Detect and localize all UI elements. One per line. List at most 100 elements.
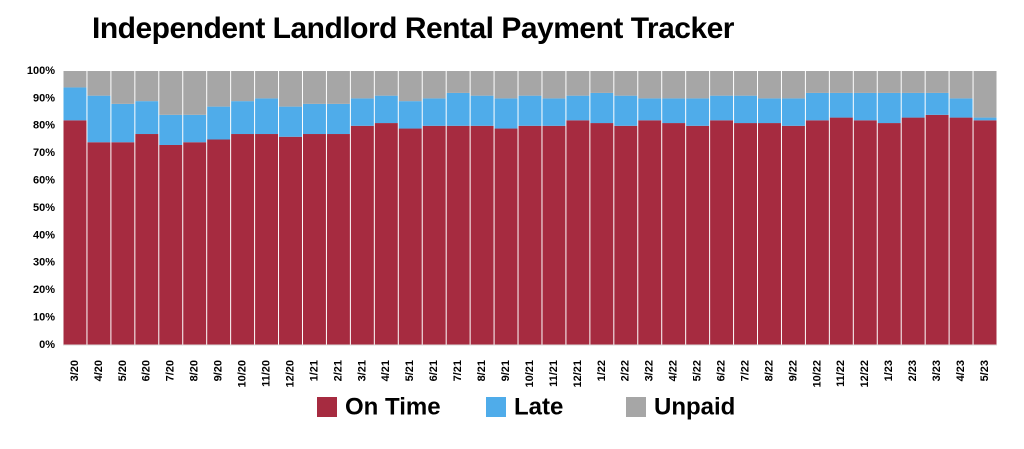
bar-segment [638, 71, 662, 99]
bar-segment [638, 98, 662, 121]
bar-segment [710, 120, 734, 345]
bar-segment [135, 71, 159, 102]
bar-segment [542, 125, 566, 345]
bar-segment [877, 123, 901, 345]
bar-segment [279, 71, 302, 107]
bar-segment [494, 128, 518, 345]
x-tick-label: 9/21 [500, 360, 512, 381]
bar-segment [350, 98, 374, 126]
x-tick-label: 2/21 [332, 360, 344, 381]
bar-segment [374, 71, 398, 96]
bar-segment [231, 71, 255, 102]
bar-segment [614, 95, 638, 126]
bar-segment [470, 71, 494, 96]
x-tick-label: 10/21 [524, 360, 536, 388]
bar-segment [518, 95, 542, 126]
bar-segment [949, 71, 973, 99]
bar-segment [805, 120, 829, 345]
bar-segment [350, 125, 374, 345]
bar-segment [422, 98, 446, 126]
x-tick-label: 4/23 [955, 360, 967, 381]
bar-segment [207, 71, 231, 107]
x-tick-label: 5/20 [117, 360, 129, 381]
bar-segment [374, 95, 398, 124]
bar-segment [734, 123, 758, 345]
bar-segment [542, 98, 566, 126]
bar-segment [207, 139, 231, 345]
x-tick-label: 1/22 [596, 360, 608, 381]
bar-segment [207, 106, 231, 140]
x-tick-label: 7/22 [739, 360, 751, 381]
bar-segment [422, 125, 446, 345]
bar-segment [494, 98, 518, 129]
x-tick-label: 3/22 [644, 360, 656, 381]
bar-segment [398, 71, 422, 102]
x-tick-label: 5/21 [404, 360, 416, 381]
bar-segment [614, 71, 638, 96]
bar-segment [901, 92, 925, 118]
bar-segment [111, 103, 135, 143]
bar-segment [279, 106, 302, 137]
bar-segment [470, 125, 494, 345]
bar-segment [925, 114, 949, 345]
bar-segment [63, 87, 87, 121]
x-tick-label: 9/22 [787, 360, 799, 381]
bar-segment [231, 134, 255, 345]
x-tick-label: 9/20 [213, 360, 225, 381]
y-tick-label: 60% [33, 175, 55, 187]
bar-segment [973, 117, 997, 121]
bar-segment [590, 92, 614, 124]
x-tick-label: 7/21 [452, 360, 464, 381]
bar-segment [925, 71, 949, 93]
x-tick-label: 11/20 [260, 360, 272, 387]
bar-segment [494, 71, 518, 99]
bar-segment [255, 98, 279, 135]
legend-swatch [626, 397, 646, 417]
bar-segment [159, 114, 183, 145]
bar-segment [949, 117, 973, 345]
bar-segment [829, 117, 853, 345]
bar-segment [853, 92, 877, 121]
x-tick-label: 4/22 [668, 360, 680, 381]
y-tick-label: 0% [39, 339, 55, 351]
bar-segment [566, 71, 590, 96]
bar-segment [949, 98, 973, 118]
bar-segment [183, 114, 207, 143]
bar-segment [350, 71, 374, 99]
bar-segment [135, 101, 159, 135]
bar-segment [925, 92, 949, 115]
bar-segment [614, 125, 638, 345]
legend-label: Unpaid [654, 393, 735, 420]
bar-segment [87, 142, 111, 345]
bar-segment [686, 71, 710, 99]
bar-segment [973, 120, 997, 345]
x-tick-label: 6/22 [715, 360, 727, 381]
bar-segment [159, 144, 183, 345]
bar-segment [255, 71, 279, 99]
y-tick-label: 10% [33, 312, 55, 324]
bar-segment [302, 134, 326, 345]
legend-swatch [317, 397, 337, 417]
x-tick-label: 7/20 [165, 360, 177, 381]
bar-segment [63, 120, 87, 345]
bar-segment [638, 120, 662, 345]
x-tick-label: 8/21 [476, 360, 488, 381]
bar-segment [422, 71, 446, 99]
bar-segment [781, 98, 805, 126]
x-tick-label: 2/22 [620, 360, 632, 381]
bar-segment [159, 71, 183, 115]
x-tick-label: 3/21 [356, 360, 368, 381]
bar-segment [758, 71, 781, 99]
x-tick-label: 12/22 [859, 360, 871, 388]
bar-segment [734, 95, 758, 124]
bar-segment [710, 95, 734, 121]
bar-segment [183, 71, 207, 115]
bar-segment [805, 71, 829, 93]
x-tick-label: 10/22 [811, 360, 823, 388]
legend-label: On Time [345, 393, 441, 420]
bar-segment [662, 71, 686, 99]
x-tick-label: 8/22 [763, 360, 775, 381]
x-tick-label: 6/21 [428, 360, 440, 381]
bar-segment [781, 125, 805, 345]
x-tick-label: 8/20 [189, 360, 201, 381]
